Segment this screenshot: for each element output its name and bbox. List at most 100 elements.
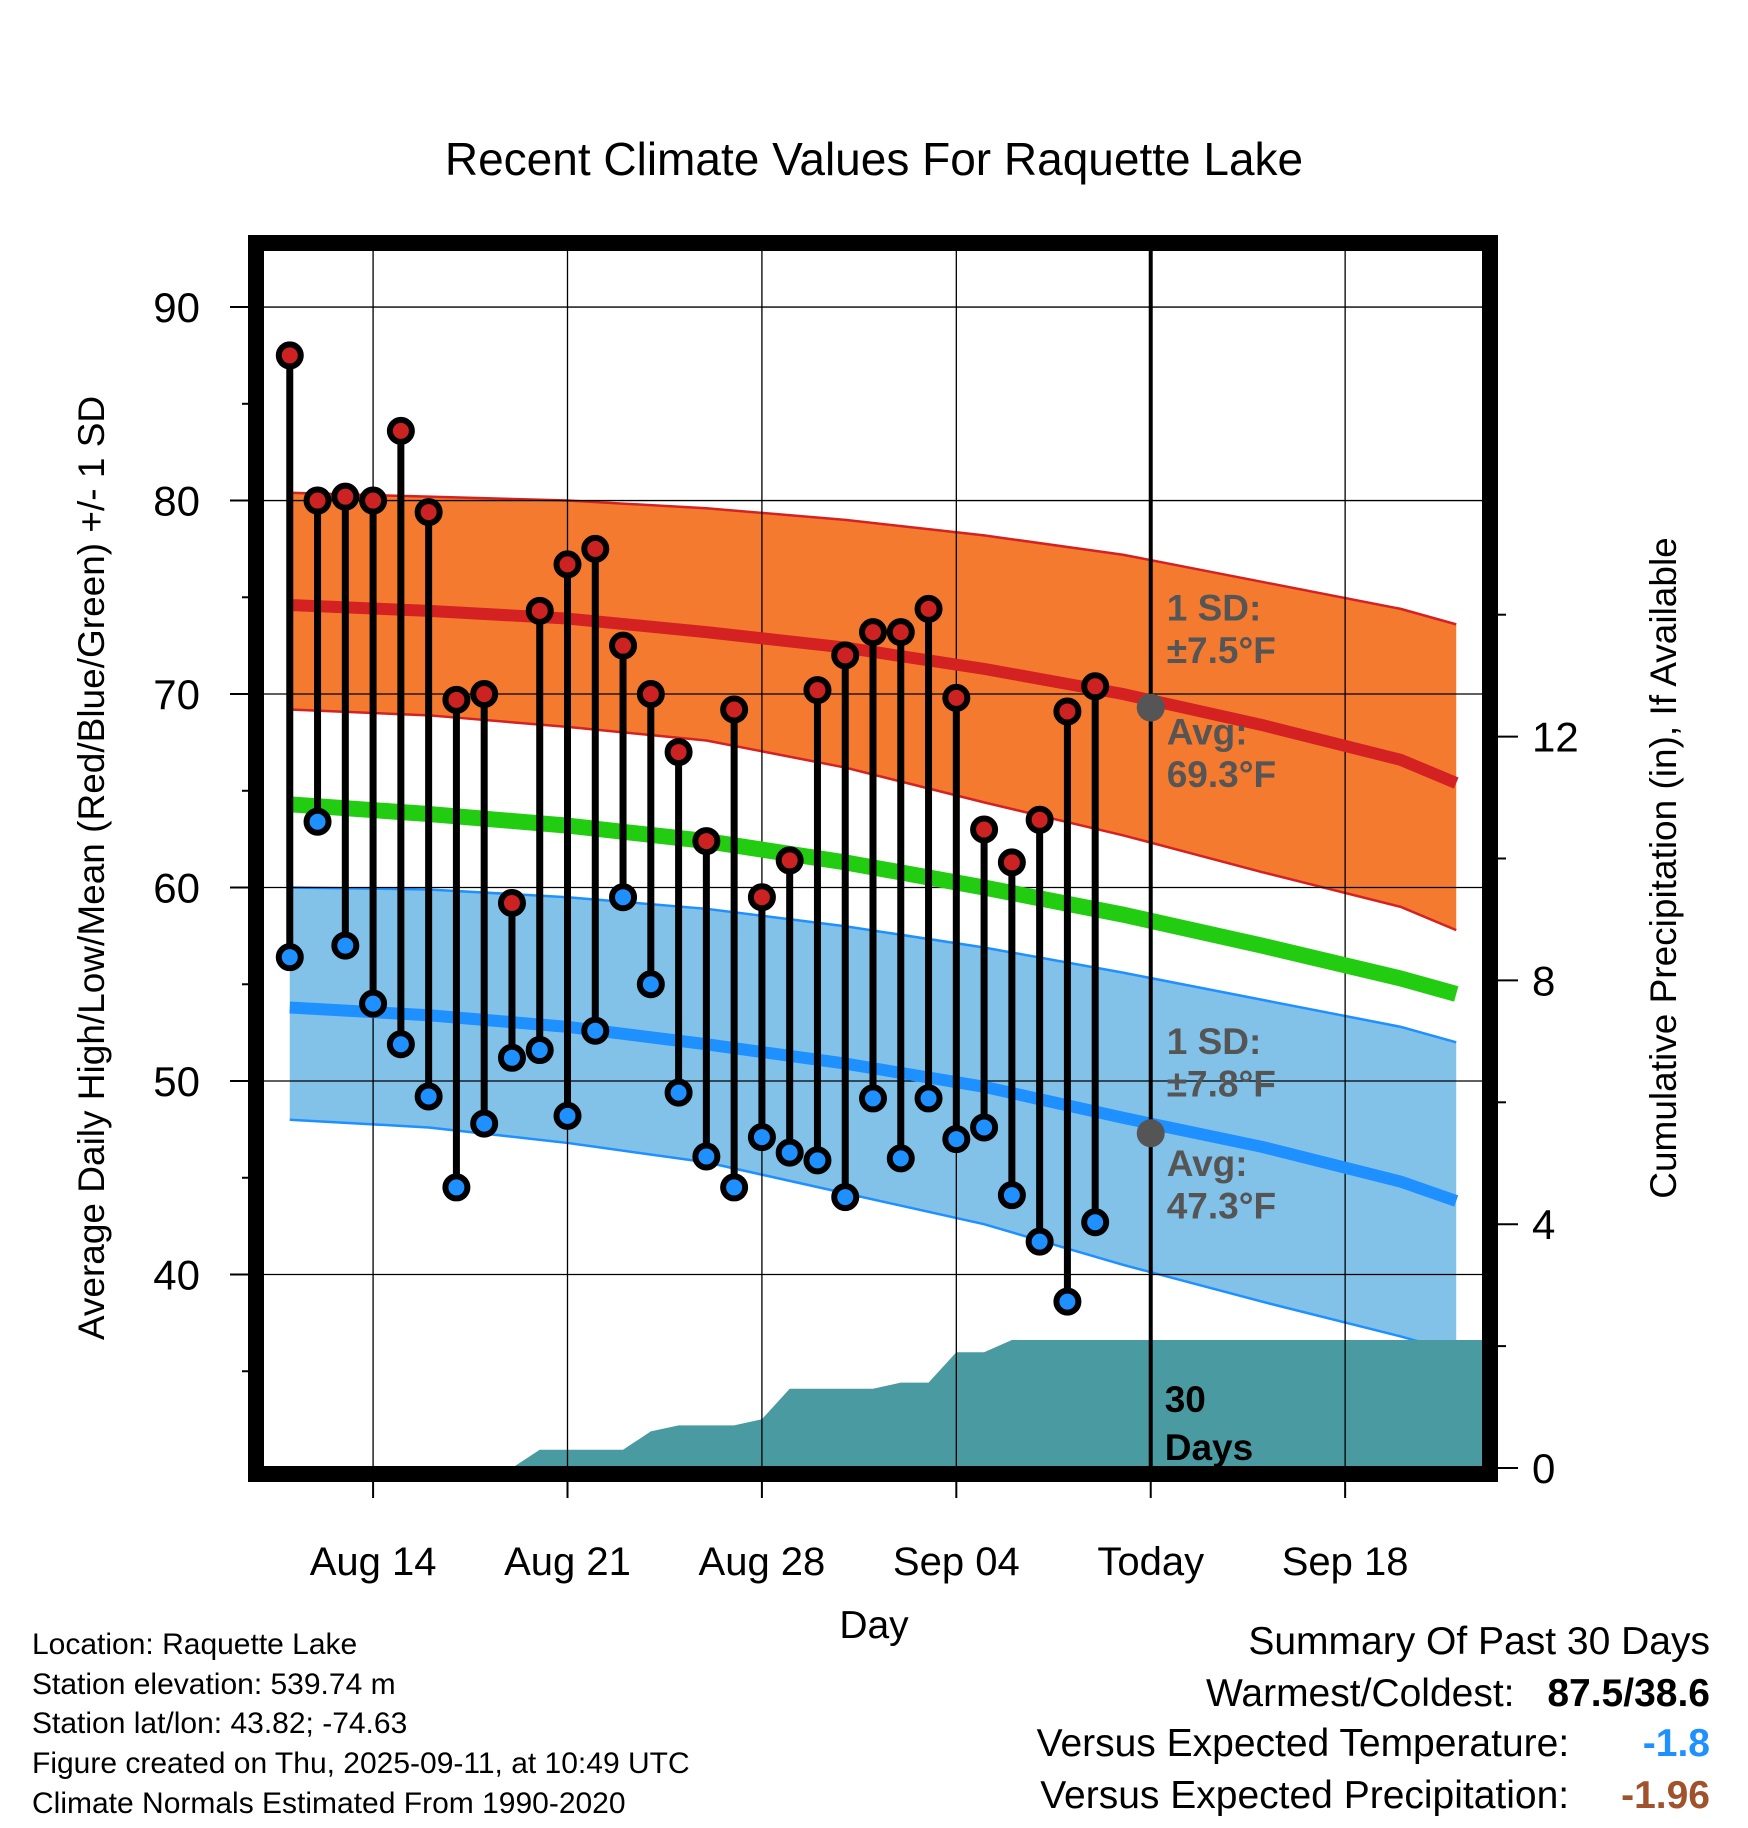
y-tick-label: 70 — [153, 671, 200, 718]
low-point — [664, 1078, 693, 1107]
low-point — [914, 1084, 943, 1113]
normal-low-line — [289, 1001, 1459, 1207]
y2-tick-label: 8 — [1532, 957, 1555, 1004]
days-label-text: Days — [1165, 1427, 1253, 1468]
summary-precip-label: Versus Expected Precipitation: — [1040, 1774, 1570, 1817]
info-normals: Climate Normals Estimated From 1990-2020 — [32, 1787, 626, 1820]
high-point — [775, 846, 804, 875]
high-band-upper-edge — [289, 491, 1457, 626]
high-point — [692, 827, 721, 856]
high-point — [442, 685, 471, 714]
summary-warm-cold: Warmest/Coldest: 87.5/38.6 — [1206, 1672, 1710, 1716]
low-sd-band — [289, 887, 1457, 1352]
high-point — [1112, 0, 1134, 11]
summary-warm-cold-value: 87.5/38.6 — [1547, 1672, 1710, 1715]
low-point — [636, 970, 665, 999]
low-point — [470, 1109, 499, 1138]
low-point — [720, 1173, 749, 1202]
low-point — [275, 943, 304, 972]
y-tick-label: 40 — [153, 1252, 200, 1299]
low-point — [692, 1142, 721, 1171]
y-tick-label: 90 — [153, 284, 200, 331]
high-point — [831, 641, 860, 670]
high-point — [359, 486, 388, 515]
low-band-upper-edge — [289, 886, 1457, 1044]
high-point — [942, 683, 971, 712]
low-point — [859, 1084, 887, 1113]
high-point — [525, 596, 554, 625]
x-tick-label: Sep 18 — [1282, 1540, 1409, 1584]
high-point — [414, 498, 443, 527]
y-tick-label: 50 — [153, 1058, 200, 1105]
info-location: Location: Raquette Lake — [32, 1628, 358, 1661]
summary-precip-value: -1.96 — [1621, 1774, 1710, 1817]
plot-inner — [262, 0, 1484, 1468]
high-point — [970, 815, 999, 844]
normal-high-line — [289, 599, 1459, 789]
y2-tick-label: 12 — [1532, 714, 1579, 761]
summary-temp-label: Versus Expected Temperature: — [1036, 1722, 1570, 1765]
high-point — [470, 680, 499, 709]
high-point — [609, 631, 638, 660]
high-sd-value: ±7.5°F — [1167, 630, 1276, 671]
summary-warm-cold-label: Warmest/Coldest: — [1206, 1672, 1515, 1715]
low-avg-marker — [1136, 1119, 1165, 1148]
chart-title: Recent Climate Values For Raquette Lake — [445, 133, 1303, 185]
high-band-lower-edge — [289, 708, 1457, 932]
summary-precipitation: Versus Expected Precipitation: -1.96 — [1040, 1774, 1710, 1818]
high-point — [303, 486, 332, 515]
high-point — [914, 594, 943, 623]
low-point — [303, 807, 332, 836]
low-point — [497, 1043, 526, 1072]
high-point — [1025, 805, 1054, 834]
low-sd-label: 1 SD: — [1167, 1021, 1262, 1062]
summary-temperature: Versus Expected Temperature: -1.8 — [1037, 1722, 1710, 1766]
x-tick-label: Aug 21 — [504, 1540, 631, 1584]
low-avg-value: 47.3°F — [1167, 1185, 1276, 1226]
low-point — [581, 1016, 610, 1045]
high-avg-marker — [1136, 693, 1165, 722]
x-tick-label: Sep 04 — [893, 1540, 1020, 1584]
y2-axis-label: Cumulative Precipitation (in), If Availa… — [1643, 537, 1684, 1199]
low-point — [386, 1030, 415, 1059]
high-point — [886, 618, 915, 647]
summary-heading: Summary Of Past 30 Days — [1248, 1620, 1710, 1663]
high-point — [553, 550, 582, 579]
plot-frame — [248, 235, 1498, 1482]
high-point — [581, 534, 610, 563]
high-avg-value: 69.3°F — [1167, 754, 1276, 795]
high-point — [331, 482, 360, 511]
low-point — [414, 1082, 443, 1111]
low-avg-label: Avg: — [1167, 1143, 1248, 1184]
high-point — [664, 738, 693, 767]
high-point — [636, 680, 665, 709]
high-sd-label: 1 SD: — [1167, 588, 1262, 629]
high-point — [386, 416, 415, 445]
high-point — [859, 618, 887, 647]
low-point — [1025, 1227, 1054, 1256]
low-point — [775, 1138, 804, 1167]
high-point — [1081, 672, 1110, 701]
info-latlon: Station lat/lon: 43.82; -74.63 — [32, 1707, 408, 1740]
low-point — [442, 1173, 471, 1202]
info-elevation: Station elevation: 539.74 m — [32, 1668, 396, 1701]
high-point — [747, 883, 776, 912]
low-point — [609, 883, 638, 912]
high-point — [997, 848, 1026, 877]
x-tick-label: Aug 14 — [310, 1540, 437, 1584]
high-avg-label: Avg: — [1167, 711, 1248, 752]
low-point — [886, 1144, 915, 1173]
low-band-lower-edge — [289, 1118, 1457, 1354]
high-point — [497, 889, 526, 918]
high-point — [1053, 697, 1082, 726]
x-tick-label: Aug 28 — [699, 1540, 826, 1584]
low-point — [997, 1181, 1026, 1210]
low-point — [803, 1146, 832, 1175]
low-point — [1081, 1208, 1110, 1237]
y2-tick-label: 0 — [1532, 1445, 1555, 1492]
x-tick-label: Today — [1097, 1540, 1204, 1584]
low-point — [747, 1123, 776, 1152]
low-point — [831, 1183, 860, 1212]
